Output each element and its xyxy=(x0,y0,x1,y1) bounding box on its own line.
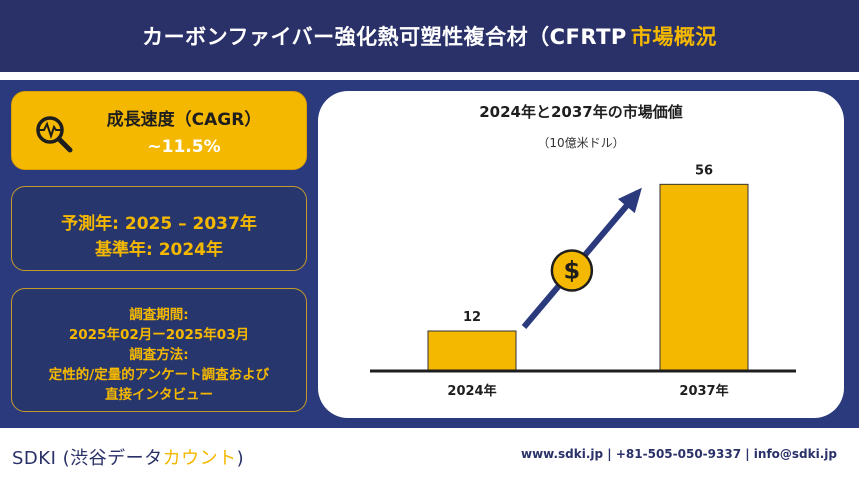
research-method-value-2: 直接インタビュー xyxy=(105,387,213,403)
chart-title: 2024年と2037年の市場価値 xyxy=(479,103,683,121)
forecast-card: 予測年: 2025 – 2037年 基準年: 2024年 xyxy=(11,186,307,271)
content-panel: 成長速度（CAGR） ~11.5% 予測年: 2025 – 2037年 基準年:… xyxy=(0,80,859,428)
bar-0 xyxy=(427,330,517,372)
magnifier-pulse-icon xyxy=(36,116,73,153)
dollar-coin-icon xyxy=(550,249,594,292)
cagr-card: 成長速度（CAGR） ~11.5% xyxy=(11,91,307,170)
base-year: 基準年: 2024年 xyxy=(94,240,224,260)
cagr-title: 成長速度（CAGR） xyxy=(106,110,262,130)
brand-logo: SDKI (渋谷データカウント) xyxy=(12,444,244,470)
brand-end: ) xyxy=(236,448,245,469)
research-method-label: 調査方法: xyxy=(129,347,189,363)
header-banner: カーボンファイバー強化熱可塑性複合材（CFRTP 市場概況 xyxy=(0,0,859,72)
forecast-year: 予測年: 2025 – 2037年 xyxy=(61,214,257,234)
dollar-sign: $ xyxy=(564,256,581,284)
research-card: 調査期間: 2025年02月ー2025年03月 調査方法: 定性的/定量的アンケ… xyxy=(11,288,307,412)
page-title: カーボンファイバー強化熱可塑性複合材（CFRTP xyxy=(142,25,627,49)
research-period-label: 調査期間: xyxy=(129,307,189,323)
research-period-value: 2025年02月ー2025年03月 xyxy=(68,327,250,343)
tick-label-0: 2024年 xyxy=(447,383,496,399)
chart-unit: （10億米ドル） xyxy=(537,136,625,150)
data-label-0: 12 xyxy=(463,310,481,325)
cagr-value: ~11.5% xyxy=(147,137,221,157)
brand-main: SDKI (渋谷データ xyxy=(12,448,163,469)
brand-accent: カウント xyxy=(162,448,237,469)
footer: SDKI (渋谷データカウント) www.sdki.jp | +81-505-0… xyxy=(0,428,859,483)
bar-1 xyxy=(659,183,749,372)
chart-card: 2024年と2037年の市場価値 （10億米ドル） $12 2024年 56 2037… xyxy=(318,91,844,418)
research-method-value-1: 定性的/定量的アンケート調査および xyxy=(48,367,270,383)
tick-label-1: 2037年 xyxy=(679,383,728,399)
data-label-1: 56 xyxy=(695,163,713,178)
contact-info: www.sdki.jp | +81-505-050-9337 | info@sd… xyxy=(520,447,837,461)
page-title-accent: 市場概況 xyxy=(630,25,717,49)
trend-arrow-head xyxy=(617,187,642,214)
market-value-chart: $12 2024年 56 2037年 xyxy=(370,163,796,399)
